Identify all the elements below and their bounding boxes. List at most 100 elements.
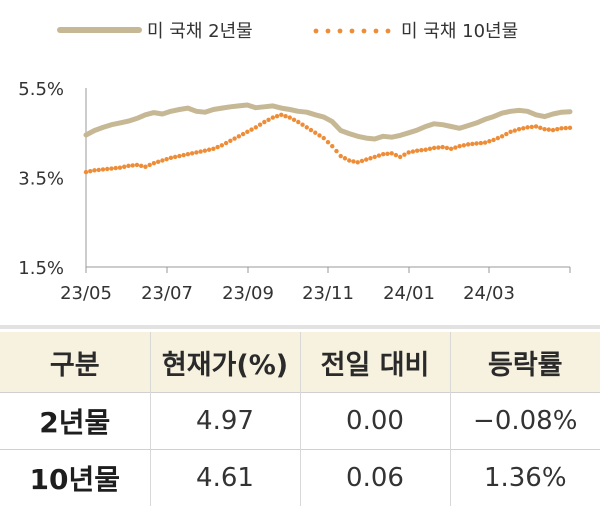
series-10y-point: [237, 134, 241, 138]
x-tick-label: 23/05: [60, 283, 112, 304]
row-change: 0.06: [300, 450, 450, 506]
series-10y-point: [220, 143, 224, 147]
separator-bar: [0, 325, 600, 329]
series-10y-point: [483, 140, 487, 144]
series-10y-point: [245, 130, 249, 134]
series-10y-point: [334, 149, 338, 153]
series-10y-point: [385, 152, 389, 156]
series-10y-point: [525, 125, 529, 129]
row-label: 2년물: [0, 393, 150, 450]
series-10y-point: [92, 168, 96, 172]
series-10y-point: [432, 146, 436, 150]
series-10y-point: [101, 167, 105, 171]
series-10y-point: [271, 115, 275, 119]
header-change: 전일 대비: [300, 332, 450, 393]
series-10y-point: [373, 155, 377, 159]
series-10y-point: [339, 154, 343, 158]
series-10y-point: [194, 150, 198, 154]
series-2y-line: [86, 105, 570, 139]
series-10y-point: [462, 143, 466, 147]
series-10y-point: [309, 128, 313, 132]
legend-dot: [350, 29, 355, 34]
series-10y-point: [406, 150, 410, 154]
series-10y-point: [513, 128, 517, 132]
series-10y-point: [504, 132, 508, 136]
series-10y-point: [500, 134, 504, 138]
series-10y-point: [496, 136, 500, 140]
series-10y-point: [296, 120, 300, 124]
series-10y-point: [356, 160, 360, 164]
legend-label-2y: 미 국채 2년물: [147, 21, 253, 42]
series-10y-point: [131, 163, 135, 167]
series-10y-point: [322, 136, 326, 140]
series-10y-point: [207, 148, 211, 152]
series-10y-point: [555, 127, 559, 131]
header-price: 현재가(%): [150, 332, 300, 393]
series-10y-point: [457, 144, 461, 148]
header-category: 구분: [0, 332, 150, 393]
series-10y-point: [317, 133, 321, 137]
x-tick-label: 23/07: [141, 283, 193, 304]
series-10y-point: [381, 152, 385, 156]
series-10y-point: [173, 155, 177, 159]
series-10y-point: [305, 125, 309, 129]
series-10y-point: [203, 148, 207, 152]
yield-table: 구분 현재가(%) 전일 대비 등락률 2년물 4.97 0.00 −0.08%…: [0, 332, 600, 506]
series-10y-point: [241, 132, 245, 136]
legend-dot: [314, 29, 319, 34]
series-10y-point: [262, 120, 266, 124]
series-10y-point: [152, 161, 156, 165]
series-10y-point: [364, 157, 368, 161]
series-10y-point: [177, 154, 181, 158]
series-10y-point: [508, 130, 512, 134]
row-price: 4.61: [150, 450, 300, 506]
series-10y-point: [449, 147, 453, 151]
series-10y-point: [377, 153, 381, 157]
series-10y-point: [487, 139, 491, 143]
series-10y-point: [190, 151, 194, 155]
legend-dot: [386, 29, 391, 34]
series-10y-point: [428, 147, 432, 151]
series-10y-point: [440, 145, 444, 149]
series-10y-point: [283, 114, 287, 118]
series-10y-point: [105, 167, 109, 171]
table-row: 2년물 4.97 0.00 −0.08%: [0, 393, 600, 450]
series-10y-point: [474, 141, 478, 145]
series-10y-point: [351, 159, 355, 163]
series-10y-point: [228, 139, 232, 143]
series-10y-point: [559, 126, 563, 130]
series-10y-point: [249, 127, 253, 131]
series-10y-point: [169, 156, 173, 160]
series-10y-point: [326, 140, 330, 144]
y-ticks: 5.5%3.5%1.5%: [18, 79, 64, 279]
series-10y-point: [143, 165, 147, 169]
series-10y-point: [491, 138, 495, 142]
legend-swatch-10y: [314, 29, 391, 34]
series-10y-point: [479, 141, 483, 145]
series-10y-point: [360, 159, 364, 163]
series-10y-point: [564, 126, 568, 130]
table-row: 10년물 4.61 0.06 1.36%: [0, 450, 600, 506]
series-10y-point: [568, 126, 572, 130]
series-10y-point: [534, 124, 538, 128]
series-10y-point: [147, 163, 151, 167]
legend-label-10y: 미 국채 10년물: [401, 21, 518, 42]
series-10y-point: [126, 164, 130, 168]
series-10y-point: [181, 153, 185, 157]
series-10y-point: [521, 126, 525, 130]
x-tick-label: 23/09: [222, 283, 274, 304]
row-rate: 1.36%: [450, 450, 600, 506]
row-rate: −0.08%: [450, 393, 600, 450]
series-10y-point: [453, 145, 457, 149]
series-10y-point: [398, 155, 402, 159]
series-10y-point: [436, 145, 440, 149]
x-tick-label: 23/11: [302, 283, 354, 304]
series-10y-point: [517, 127, 521, 131]
series-10y-point: [547, 127, 551, 131]
series-10y-point: [84, 170, 88, 174]
y-tick-label: 5.5%: [18, 79, 64, 100]
series-10y-point: [122, 165, 126, 169]
series-10y-point: [470, 142, 474, 146]
row-change: 0.00: [300, 393, 450, 450]
